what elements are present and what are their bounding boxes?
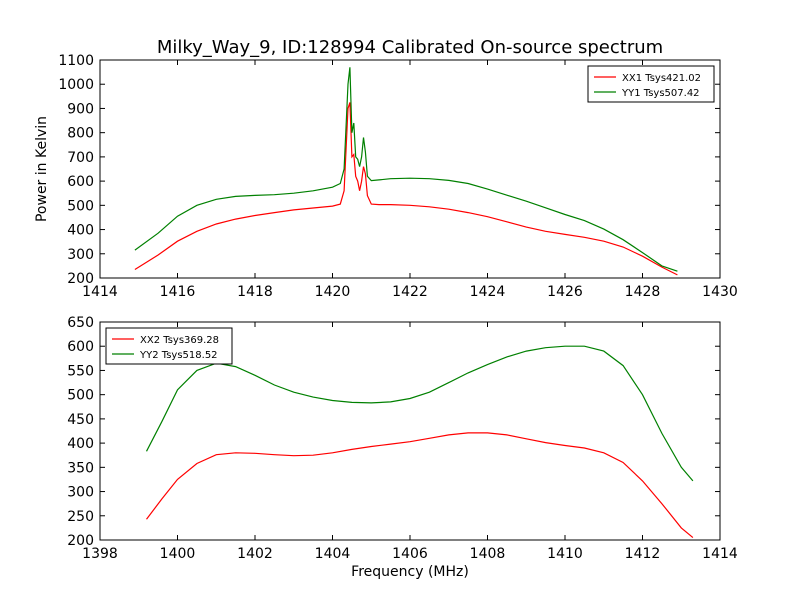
top-x-tick-label: 1422 <box>392 284 428 300</box>
top-legend-box <box>587 65 715 103</box>
top-legend-label-1: YY1 Tsys507.42 <box>621 88 700 99</box>
bottom-y-tick-label: 300 <box>67 485 94 501</box>
top-x-tick-label: 1428 <box>625 284 661 300</box>
bottom-x-tick-label: 1414 <box>702 546 738 562</box>
top-x-tick-label: 1416 <box>160 284 196 300</box>
top-y-tick-label: 400 <box>67 223 94 239</box>
top-x-tick-label: 1418 <box>237 284 273 300</box>
top-y-tick-label: 1100 <box>58 53 94 69</box>
top-y-axis-label: Power in Kelvin <box>34 116 50 222</box>
top-y-tick-label: 300 <box>67 247 94 263</box>
bottom-plot: 1398 1400 1402 1404 1406 1408 1410 1412 1414 200 2… <box>67 315 738 580</box>
bottom-x-tick-label: 1410 <box>547 546 583 562</box>
top-y-tick-label: 700 <box>67 150 94 166</box>
bottom-y-tick-label: 500 <box>67 388 94 404</box>
bottom-x-axis-label: Frequency (MHz) <box>351 564 469 580</box>
bottom-x-tick-label: 1408 <box>470 546 506 562</box>
top-series-line-1 <box>134 67 678 272</box>
top-y-tick-label: 1000 <box>58 77 94 93</box>
bottom-x-tick-label: 1398 <box>82 546 118 562</box>
bottom-series-line-1 <box>145 345 694 482</box>
bottom-y-tick-label: 250 <box>67 509 94 525</box>
bottom-y-tick-label: 550 <box>67 363 94 379</box>
bottom-legend-label-1: YY2 Tsys518.52 <box>139 350 218 361</box>
bottom-x-tick-label: 1402 <box>237 546 273 562</box>
bottom-y-tick-label: 450 <box>67 412 94 428</box>
top-x-tick-label: 1414 <box>82 284 118 300</box>
bottom-x-tick-label: 1400 <box>160 546 196 562</box>
top-legend-label-0: XX1 Tsys421.02 <box>622 73 701 84</box>
top-y-tick-label: 200 <box>67 271 94 287</box>
top-x-tick-label: 1430 <box>702 284 738 300</box>
top-plot: 1414 1416 1418 1420 1422 1424 1426 1428 1430 200 3… <box>34 53 738 300</box>
bottom-y-tick-label: 600 <box>67 339 94 355</box>
bottom-x-tick-label: 1406 <box>392 546 428 562</box>
top-x-tick-label: 1424 <box>470 284 506 300</box>
top-series-line-0 <box>134 102 678 276</box>
bottom-x-tick-label: 1412 <box>625 546 661 562</box>
top-y-tick-label: 900 <box>67 101 94 117</box>
bottom-x-tick-label: 1404 <box>315 546 351 562</box>
bottom-legend-box <box>105 327 233 365</box>
bottom-y-tick-label: 650 <box>67 315 94 331</box>
bottom-series-line-0 <box>146 432 694 539</box>
figure-title: Milky_Way_9, ID:128994 Calibrated On-sou… <box>157 37 663 58</box>
bottom-legend-label-0: XX2 Tsys369.28 <box>140 335 219 346</box>
top-x-tick-label: 1420 <box>315 284 351 300</box>
top-y-tick-label: 600 <box>67 174 94 190</box>
top-y-tick-label: 500 <box>67 198 94 214</box>
top-x-tick-label: 1426 <box>547 284 583 300</box>
bottom-y-tick-label: 400 <box>67 436 94 452</box>
bottom-y-tick-label: 350 <box>67 460 94 476</box>
bottom-y-tick-label: 200 <box>67 533 94 549</box>
top-y-tick-label: 800 <box>67 126 94 142</box>
